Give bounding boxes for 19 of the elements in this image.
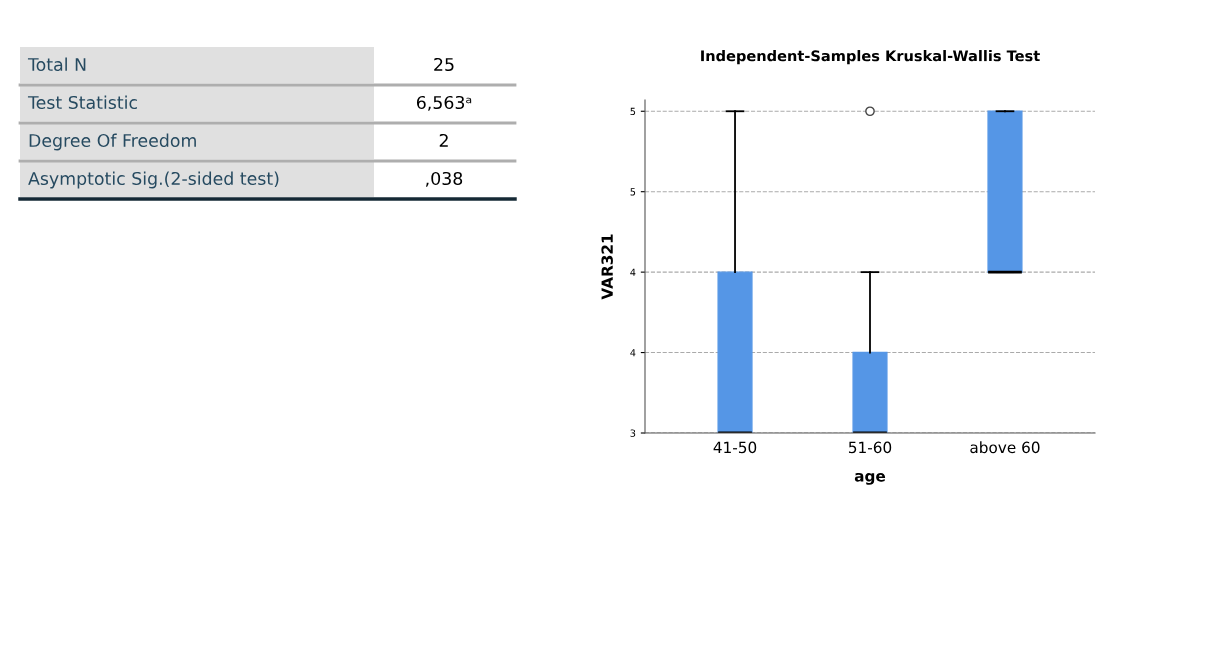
text: Degree Of Freedom	[29, 133, 196, 151]
x-tick-label: 41-50	[713, 441, 757, 454]
y-tick-label: 5	[630, 188, 636, 196]
text: 2	[439, 133, 448, 147]
y-axis-title: VAR321	[601, 234, 613, 300]
x-tick-label: 51-60	[848, 441, 892, 454]
text: Asymptotic Sig.(2-sided test)	[28, 171, 279, 189]
x-tick-label: above 60	[970, 441, 1040, 454]
text: Test Statistic	[27, 95, 137, 110]
text: Total N	[27, 57, 86, 72]
chart-title: Independent-Samples Kruskal-Wallis Test	[701, 50, 1040, 65]
x-axis-title: age	[854, 472, 886, 485]
y-tick-label: 4	[630, 349, 636, 357]
text: 6,563ᵃ	[416, 95, 472, 111]
text: ,038	[426, 171, 463, 187]
y-tick-label: 3	[630, 429, 636, 437]
text: 25	[434, 57, 454, 72]
y-tick-label: 5	[630, 107, 636, 116]
y-tick-label: 4	[630, 268, 636, 276]
